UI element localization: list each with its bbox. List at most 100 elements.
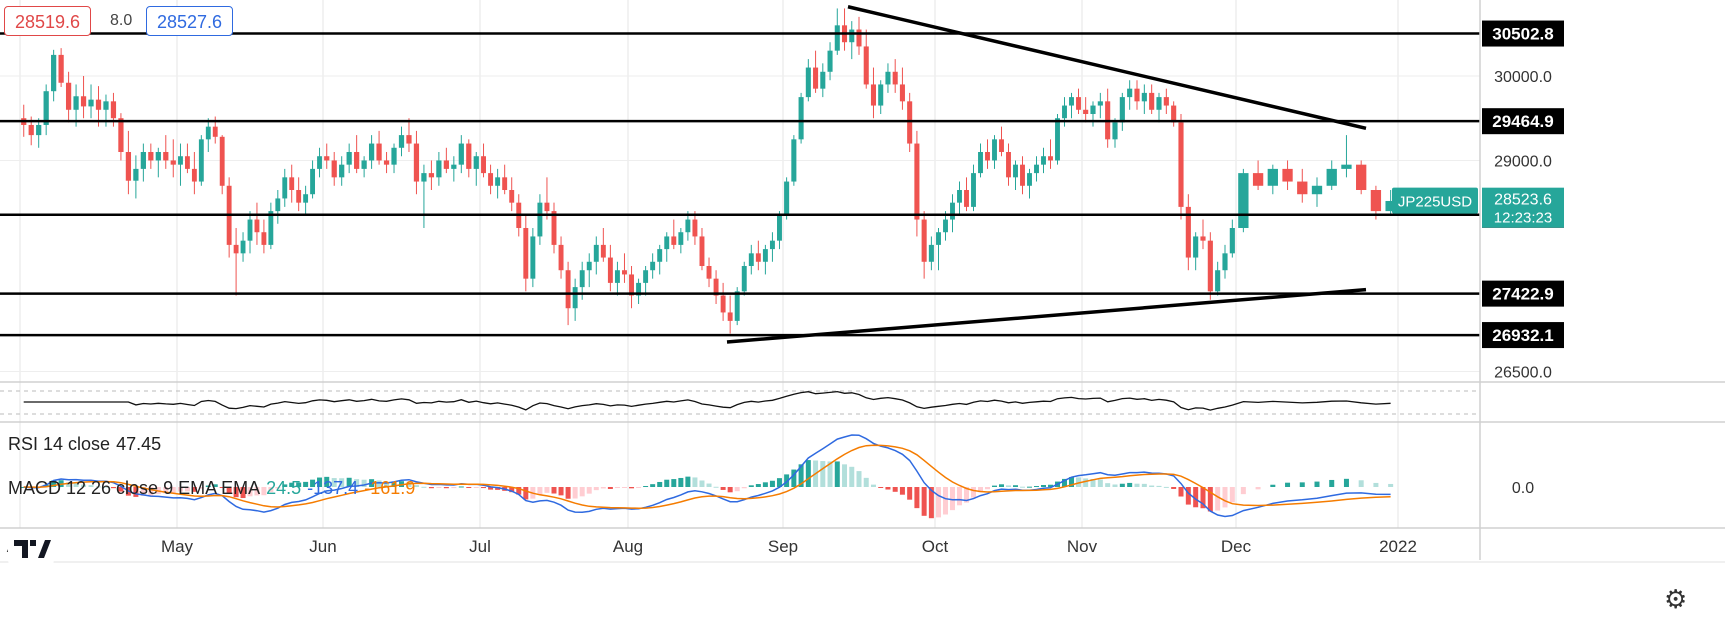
- macd-histogram-bar: [170, 487, 176, 493]
- candle: [324, 143, 330, 169]
- candle-body: [58, 54, 64, 83]
- candle: [1127, 80, 1133, 110]
- candle-body: [509, 190, 515, 203]
- candle: [1119, 92, 1125, 131]
- candle-body: [73, 96, 79, 110]
- candle: [1252, 160, 1264, 190]
- candle: [834, 8, 840, 55]
- macd-label: MACD 12 26 close 9 EMA EMA: [8, 478, 261, 498]
- candle-body: [1055, 118, 1060, 161]
- macd-histogram-bar: [741, 487, 747, 489]
- candle: [275, 190, 281, 224]
- candle-body: [820, 71, 826, 89]
- rsi-line: [23, 390, 1391, 411]
- candle-body: [678, 232, 684, 245]
- candle-body: [1238, 173, 1249, 228]
- candle-body: [495, 177, 501, 186]
- candle: [80, 76, 87, 119]
- bid-price-box[interactable]: 28519.6: [4, 6, 92, 36]
- candle-body: [720, 295, 726, 313]
- candle-body: [383, 160, 390, 165]
- candle: [885, 63, 891, 93]
- candle: [346, 143, 352, 174]
- macd-histogram-bar: [878, 487, 884, 488]
- macd-histogram-bar: [629, 487, 635, 489]
- macd-histogram-bar: [1149, 485, 1155, 487]
- candle: [451, 156, 457, 182]
- macd-histogram-bar: [1171, 487, 1177, 489]
- rsi-legend[interactable]: RSI 14 close 47.45: [8, 434, 167, 455]
- candle: [481, 143, 486, 178]
- candle-body: [1034, 164, 1039, 174]
- candle: [863, 29, 869, 89]
- gear-icon[interactable]: ⚙: [1664, 584, 1688, 614]
- candle-body: [530, 236, 536, 279]
- tradingview-logo-icon[interactable]: [8, 530, 54, 566]
- macd-histogram-bar: [1215, 487, 1221, 511]
- macd-histogram-bar: [1358, 480, 1364, 487]
- candle-body: [88, 99, 94, 107]
- macd-histogram-bar: [950, 487, 955, 511]
- macd-histogram-bar: [254, 487, 260, 496]
- candle-body: [36, 124, 42, 136]
- macd-legend[interactable]: MACD 12 26 close 9 EMA EMA 24.5 -137.4 -161…: [8, 478, 421, 499]
- candle: [784, 177, 790, 220]
- macd-histogram-bar: [1285, 482, 1291, 487]
- trendline-upper: [847, 5, 1367, 131]
- candle-body: [247, 219, 253, 241]
- macd-histogram-bar: [1006, 485, 1011, 487]
- candle: [544, 177, 550, 220]
- candle: [198, 135, 204, 186]
- candle-body: [1267, 168, 1278, 186]
- candle: [1112, 118, 1118, 148]
- candle: [1141, 84, 1147, 114]
- macd-histogram-bar: [1141, 483, 1147, 487]
- candle-body: [992, 139, 997, 161]
- candle: [1267, 164, 1278, 195]
- candle-body: [310, 168, 316, 195]
- macd-histogram-bar: [296, 482, 302, 487]
- candle-body: [950, 202, 955, 220]
- candle-body: [317, 156, 322, 169]
- candle: [282, 168, 288, 207]
- macd-histogram-bar: [978, 487, 983, 493]
- candle-body: [1341, 164, 1352, 169]
- candle-body: [1069, 97, 1074, 106]
- candle: [58, 48, 64, 87]
- macd-histogram-bar: [1156, 485, 1162, 487]
- candle-body: [755, 253, 761, 262]
- candle: [992, 135, 997, 169]
- candle: [1156, 92, 1162, 123]
- candle: [303, 185, 309, 216]
- macd-histogram-bar: [103, 486, 109, 488]
- candle-body: [614, 270, 620, 283]
- candle: [88, 84, 94, 119]
- macd-histogram-bar: [523, 487, 529, 500]
- macd-line-value: -137.4: [307, 478, 359, 498]
- candle: [685, 211, 691, 241]
- candle-body: [473, 156, 479, 169]
- macd-histogram-bar: [921, 487, 927, 516]
- candle: [1027, 168, 1032, 199]
- candle: [421, 164, 427, 228]
- macd-histogram-bar: [1069, 477, 1074, 487]
- ask-price-box[interactable]: 28527.6: [146, 6, 234, 36]
- candle: [1083, 97, 1089, 123]
- candle-body: [769, 240, 775, 250]
- candle-body: [163, 152, 169, 161]
- candle-body: [1048, 156, 1053, 161]
- candle-body: [421, 173, 427, 182]
- candle-body: [303, 194, 309, 203]
- macd-histogram-bar: [1020, 486, 1025, 488]
- candle: [755, 240, 761, 271]
- candle: [1356, 160, 1367, 195]
- macd-histogram-bar: [1193, 487, 1199, 508]
- level-label: 27422.9: [1492, 285, 1553, 304]
- candle-body: [428, 173, 435, 178]
- macd-histogram-bar: [233, 487, 239, 498]
- candle-body: [155, 152, 161, 161]
- macd-histogram-bar: [643, 486, 649, 488]
- candle: [1134, 80, 1140, 110]
